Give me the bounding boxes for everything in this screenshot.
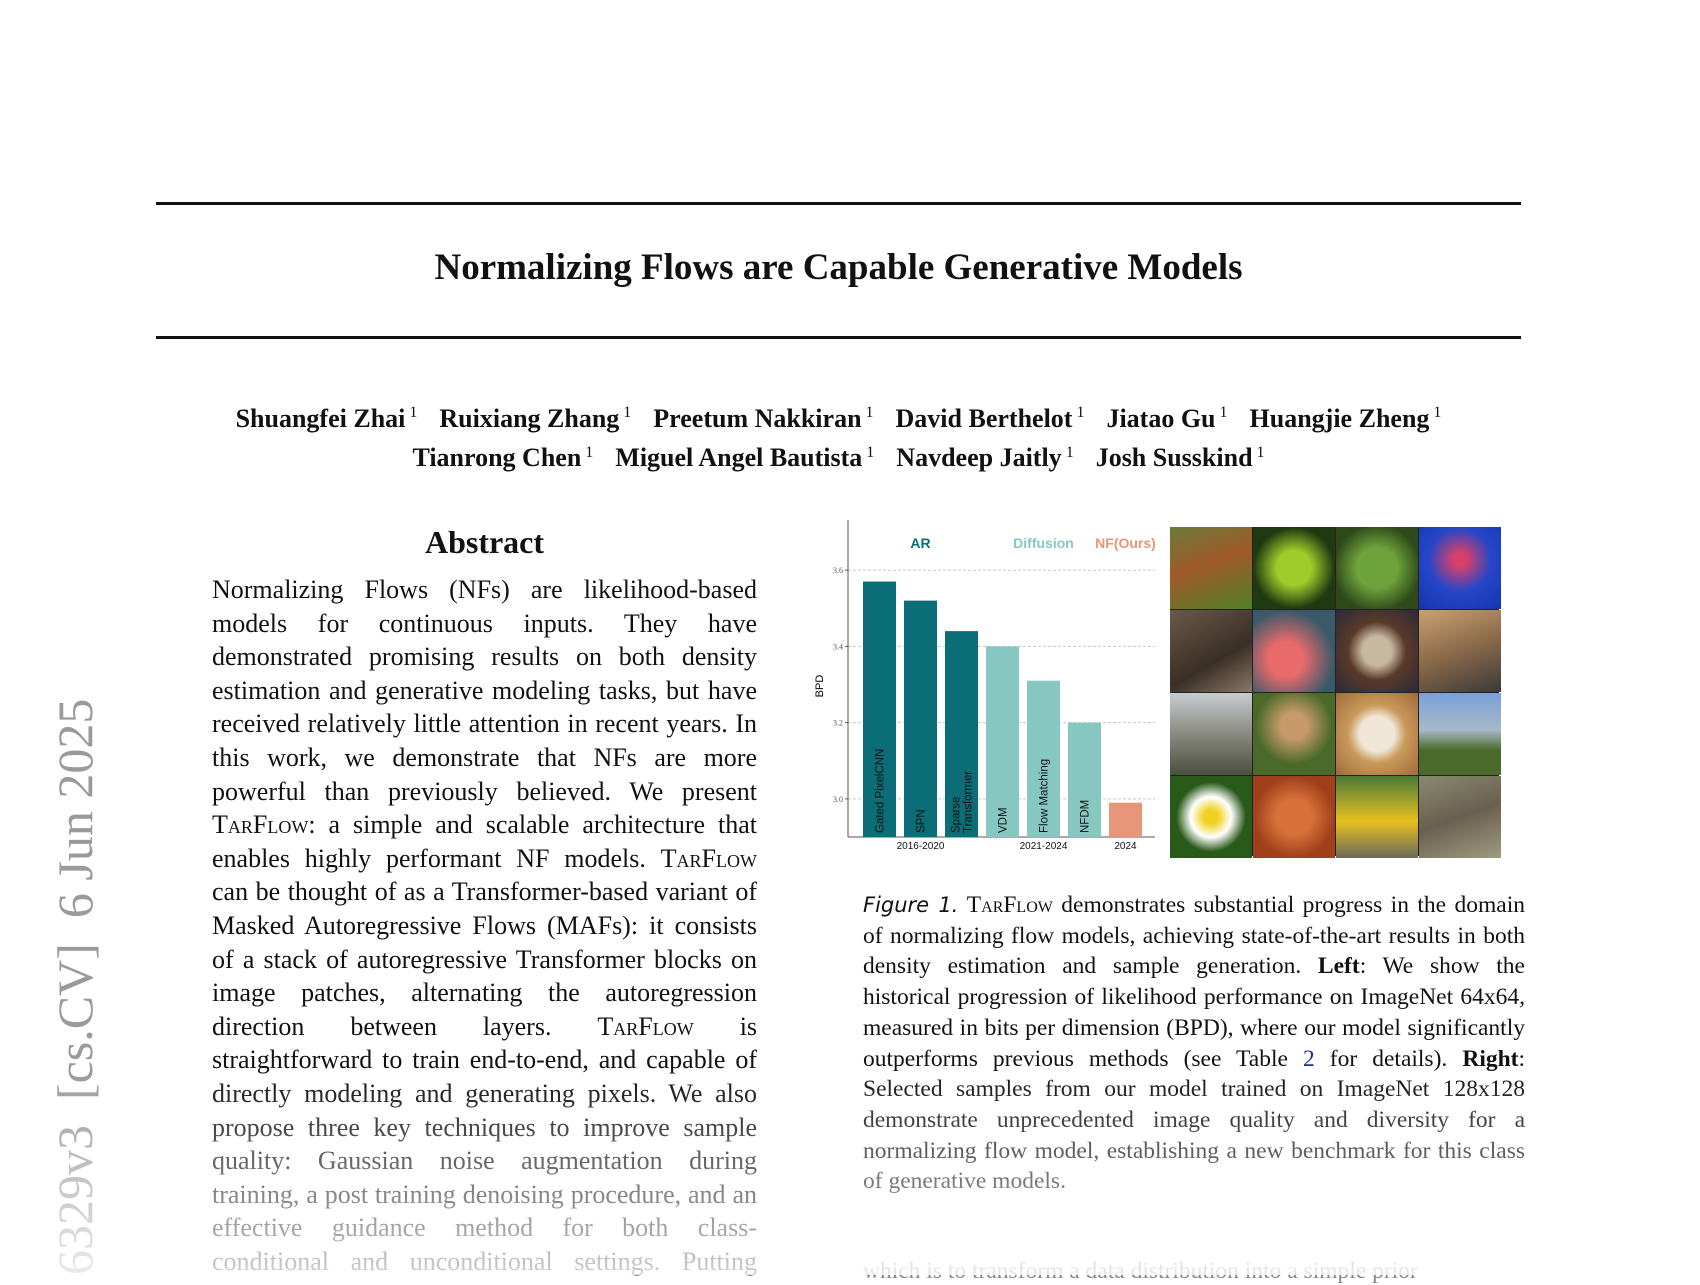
y-axis-label: BPD (814, 675, 826, 698)
text: : a simple and scalable architecture tha… (212, 810, 757, 873)
abstract-heading: Abstract (424, 524, 545, 560)
author-line: Shuangfei Zhai 1 Ruixiang Zhang 1 Preetum Na… (156, 396, 1521, 436)
sample-image (1419, 610, 1501, 692)
table-ref[interactable]: 2 (1302, 1045, 1315, 1072)
period-label: 2024 (1114, 841, 1137, 852)
sample-image (1253, 693, 1335, 775)
paper-title: Normalizing Flows are Capable Generative… (434, 247, 1243, 288)
author: Shuangfei Zhai 1 (236, 404, 418, 433)
text: : We show the historical progression of … (863, 953, 1525, 1072)
sample-image (1419, 527, 1501, 609)
bar-label: Sparse Transformer (951, 771, 975, 833)
bar (863, 581, 896, 837)
affiliation: 1 (1256, 443, 1265, 461)
y-tick-label: 3.2 (833, 719, 843, 728)
bar-label: Gated PixelCNN (875, 749, 887, 833)
sample-image (1336, 610, 1418, 692)
bold-text: Left (1317, 953, 1360, 980)
author-name: Josh Susskind (1095, 443, 1253, 473)
author-name: Ruixiang Zhang (439, 403, 620, 433)
sample-image (1336, 527, 1418, 609)
author: Jiatao Gu 1 (1106, 404, 1227, 433)
affiliation: 1 (1433, 404, 1442, 421)
method-name: TarFlow (597, 1011, 694, 1041)
bar (1027, 680, 1060, 837)
y-tick-label: 3.6 (833, 566, 843, 575)
affiliation: 1 (585, 443, 594, 461)
bar-label: NFDM (1080, 800, 1092, 833)
sample-image (1253, 610, 1335, 692)
author-line: Tianrong Chen 1 Miguel Angel Bautista 1 Navd… (156, 436, 1521, 476)
legend-label: AR (910, 535, 930, 551)
method-name: TarFlow (660, 843, 757, 873)
author: Tianrong Chen 1 (412, 443, 593, 472)
author-name: David Berthelot (895, 403, 1073, 433)
bar (945, 631, 978, 837)
affiliation: 1 (623, 404, 632, 421)
affiliation: 1 (865, 404, 874, 421)
caption-label: Figure 1. (863, 893, 959, 917)
bar (1109, 802, 1142, 837)
author-name: Miguel Angel Bautista (615, 443, 863, 473)
author-name: Jiatao Gu (1106, 403, 1216, 433)
author: Preetum Nakkiran 1 (653, 404, 873, 433)
author: David Berthelot 1 (896, 404, 1085, 433)
affiliation: 1 (1065, 443, 1074, 461)
period-label: 2021-2024 (1020, 841, 1068, 852)
affiliation: 1 (866, 443, 875, 461)
author-list: Shuangfei Zhai 1 Ruixiang Zhang 1 Preetum Na… (156, 396, 1521, 475)
legend-label: Diffusion (1013, 535, 1074, 551)
author-name: Shuangfei Zhai (235, 403, 406, 433)
affiliation: 1 (409, 404, 418, 421)
author: Huangjie Zheng 1 (1250, 404, 1442, 433)
title-rule (156, 336, 1521, 339)
author-name: Preetum Nakkiran (653, 403, 862, 433)
sample-image (1170, 527, 1252, 609)
top-rule (156, 202, 1521, 205)
sample-image (1253, 776, 1335, 858)
bar-label: VDM (998, 807, 1010, 833)
sample-image (1170, 693, 1252, 775)
bar (904, 600, 937, 837)
bold-text: Right (1462, 1045, 1519, 1072)
author: Navdeep Jaitly 1 (896, 443, 1073, 472)
author: Ruixiang Zhang 1 (439, 404, 631, 433)
sample-image (1419, 693, 1501, 775)
text: Normalizing Flows (NFs) are likelihood-b… (212, 575, 757, 806)
author: Miguel Angel Bautista 1 (615, 443, 874, 472)
bar-label: Flow Matching (1039, 759, 1051, 833)
affiliation: 1 (1076, 404, 1085, 421)
bar-label-line: Transformer (963, 771, 975, 833)
method-name: TarFlow (966, 892, 1053, 918)
y-tick-label: 3.4 (833, 642, 843, 651)
period-label: 2016-2020 (897, 841, 945, 852)
method-name: TarFlow (212, 810, 309, 840)
bar (986, 646, 1019, 837)
author-name: Tianrong Chen (412, 443, 582, 473)
text: can be thought of as a Transformer-based… (212, 877, 757, 1041)
legend-label: NF(Ours) (1095, 535, 1156, 551)
sample-image (1419, 776, 1501, 858)
y-tick-label: 3.0 (833, 795, 843, 804)
bpd-chart: BPD 3.0 3.2 3.4 3.6 AR 2016-2020 Diffusion 2021… (814, 520, 1156, 852)
author: Josh Susskind 1 (1096, 443, 1265, 472)
sample-grid (1170, 527, 1501, 858)
sample-image (1336, 776, 1418, 858)
bar-label-line: Sparse (951, 793, 963, 833)
affiliation: 1 (1219, 404, 1228, 421)
sample-image (1336, 693, 1418, 775)
text: for details). (1329, 1045, 1448, 1072)
author-name: Navdeep Jaitly (896, 443, 1062, 473)
sample-image (1253, 527, 1335, 609)
fade-overlay (0, 1070, 1700, 1275)
text: demonstrates substantial progress in the… (863, 892, 1525, 980)
author-name: Huangjie Zheng (1249, 403, 1430, 433)
sample-image (1170, 776, 1252, 858)
bar (1068, 722, 1101, 837)
bar-label: SPN (916, 809, 928, 833)
sample-image (1170, 610, 1252, 692)
